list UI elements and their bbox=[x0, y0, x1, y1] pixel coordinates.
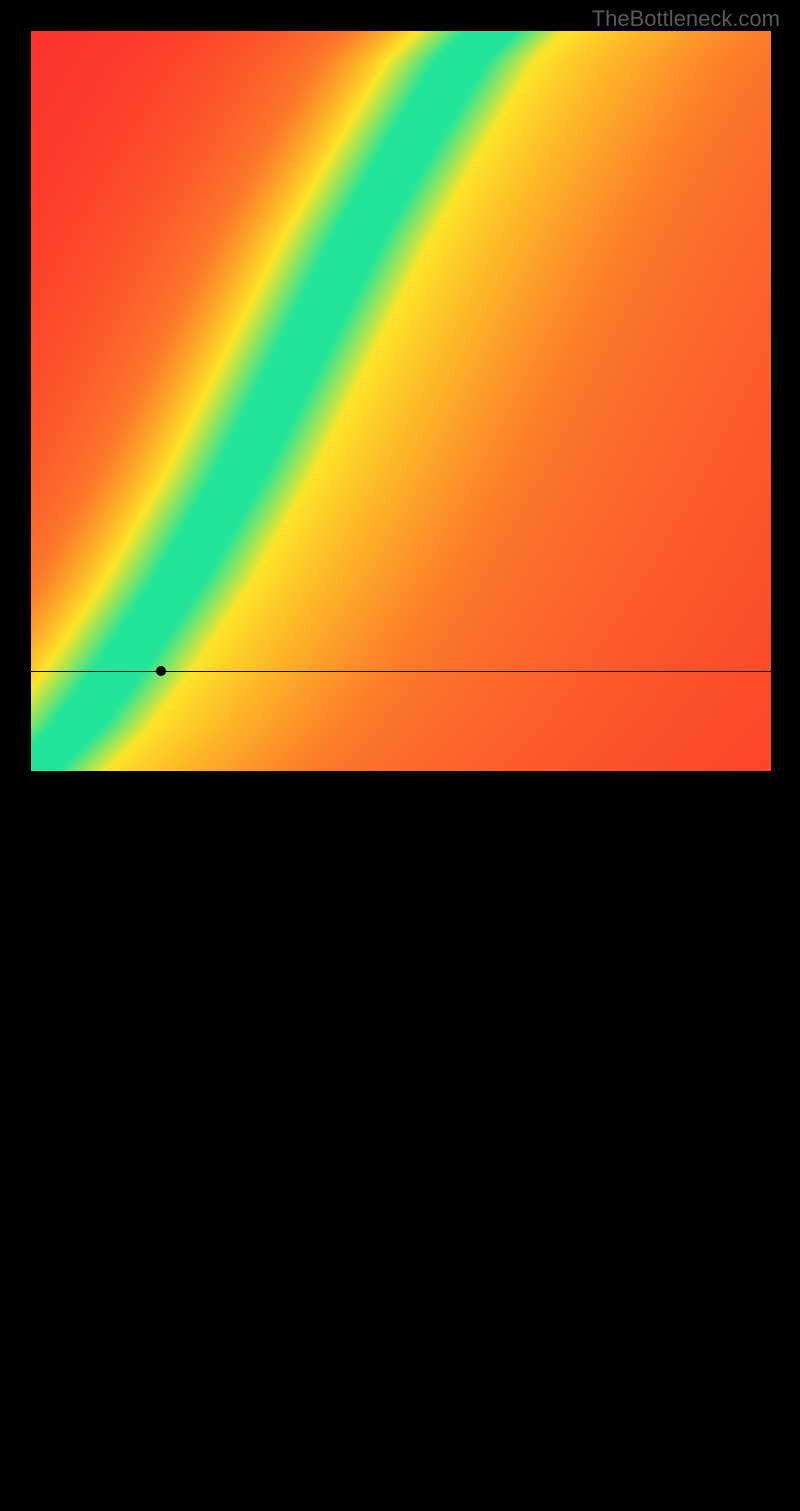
heatmap-canvas bbox=[31, 31, 771, 771]
crosshair-vertical bbox=[161, 771, 162, 1511]
crosshair-horizontal bbox=[31, 671, 771, 672]
watermark-text: TheBottleneck.com bbox=[592, 6, 780, 32]
heatmap-plot-area bbox=[31, 31, 771, 771]
crosshair-marker-dot bbox=[156, 666, 166, 676]
